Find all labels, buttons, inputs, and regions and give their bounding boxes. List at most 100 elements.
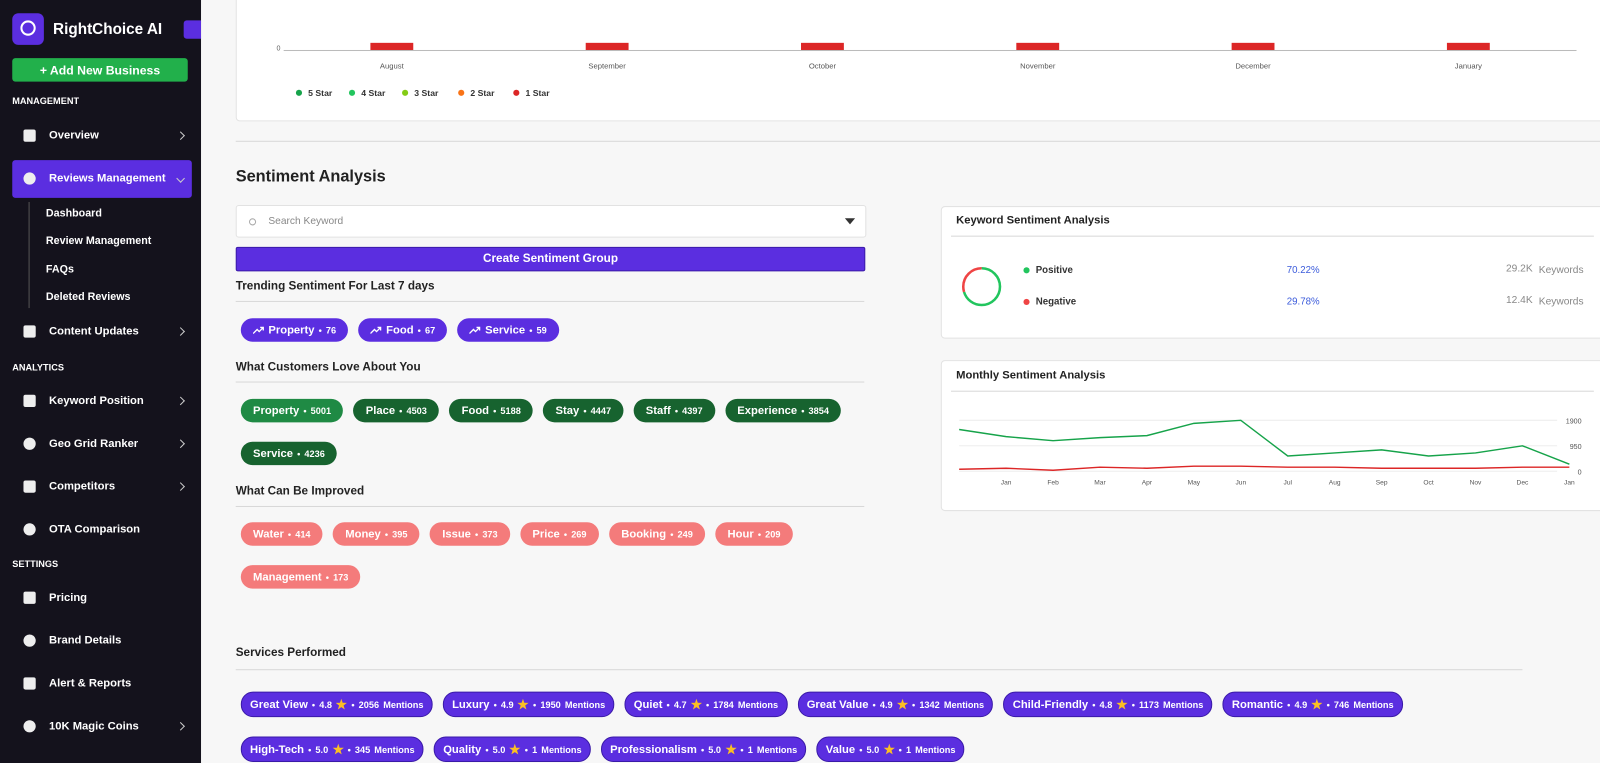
nav-icon — [23, 523, 36, 536]
nav-item[interactable]: Pricing — [48, 591, 88, 604]
chip-list: Property • 76 Food • 67 Service • 59 — [240, 318, 853, 342]
chip-count: 4397 — [682, 405, 703, 416]
nav-subitem[interactable]: Review Management — [45, 234, 152, 247]
chip-count: 4503 — [406, 405, 427, 416]
nav-item[interactable]: Competitors — [48, 480, 116, 493]
sentiment-chip[interactable]: Water • 414 — [240, 522, 323, 546]
nav-subitem[interactable]: Dashboard — [45, 207, 102, 220]
nav-item[interactable]: Reviews Management — [48, 172, 166, 185]
mentions-unit: Mentions — [374, 744, 415, 755]
nav-item[interactable]: Overview — [48, 129, 99, 142]
service-chip[interactable]: Romantic • 4.9 • 746 Mentions — [1222, 691, 1403, 718]
service-chip[interactable]: Great Value • 4.9 • 1342 Mentions — [797, 691, 994, 718]
service-chip[interactable]: Professionalism • 5.0 • 1 Mentions — [600, 736, 807, 763]
service-chip[interactable]: Quality • 5.0 • 1 Mentions — [434, 736, 591, 763]
mentions-unit: Mentions — [1163, 699, 1204, 710]
star-icon — [883, 743, 895, 755]
keyword-unit: Keywords — [1538, 264, 1584, 276]
legend-label: 1 Star — [525, 87, 550, 98]
service-rating: 4.9 — [1294, 699, 1308, 710]
star — [517, 698, 529, 710]
sentiment-chip[interactable]: Food • 67 — [358, 318, 448, 342]
nav-icon — [23, 720, 36, 733]
rating-card — [235, 0, 1600, 122]
separator: • — [705, 699, 710, 710]
service-chip[interactable]: Luxury • 4.9 • 1950 Mentions — [442, 691, 615, 718]
service-chip[interactable]: Child-Friendly • 4.8 • 1173 Mentions — [1003, 691, 1213, 718]
keyword-count: 29.2K — [1505, 263, 1533, 275]
star — [336, 698, 348, 710]
service-mentions: 1784 — [713, 699, 734, 710]
service-mentions: 2056 — [358, 699, 380, 710]
logo — [12, 13, 44, 45]
chip-label: Price — [532, 527, 560, 541]
sentiment-chip[interactable]: Food • 5188 — [449, 398, 534, 423]
sentiment-chip[interactable]: Service • 4236 — [240, 441, 338, 466]
separator: • — [700, 744, 705, 755]
nav-item[interactable]: Geo Grid Ranker — [48, 437, 139, 450]
chip-count: 373 — [482, 528, 498, 540]
chip-separator: • — [493, 405, 497, 416]
nav-item[interactable]: Brand Details — [48, 634, 122, 647]
group-heading: Trending Sentiment For Last 7 days — [235, 280, 435, 293]
sentiment-chip[interactable]: Hour • 209 — [715, 522, 793, 546]
nav-item[interactable]: Alert & Reports — [48, 677, 132, 690]
create-group-button[interactable]: Create Sentiment Group — [235, 246, 866, 272]
service-rating: 4.7 — [673, 699, 687, 710]
service-rating: 4.8 — [319, 699, 332, 710]
sentiment-chip[interactable]: Experience • 3854 — [725, 398, 842, 423]
nav-item[interactable]: Keyword Position — [48, 394, 144, 408]
search-box[interactable]: Search Keyword — [235, 205, 867, 238]
add-business-button[interactable]: + Add New Business — [12, 58, 188, 82]
sentiment-chip[interactable]: Price • 269 — [520, 522, 599, 546]
nav-subitem[interactable]: Deleted Reviews — [45, 290, 131, 303]
sentiment-chip[interactable]: Staff • 4397 — [633, 398, 715, 423]
service-chip[interactable]: High-Tech • 5.0 • 345 Mentions — [240, 736, 424, 763]
chip-list: Property • 5001 Place • 4503 Food • 5188 Stay • 444… — [240, 398, 853, 466]
x-tick-label: September — [588, 61, 626, 71]
sentiment-chip[interactable]: Place • 4503 — [353, 398, 440, 423]
sentiment-chip[interactable]: Booking • 249 — [608, 522, 706, 546]
card-title: Monthly Sentiment Analysis — [956, 369, 1106, 382]
service-chip[interactable]: Quiet • 4.7 • 1784 Mentions — [624, 691, 788, 718]
service-rating: 5.0 — [708, 744, 722, 755]
chip-label: Food — [386, 323, 414, 337]
x-tick-label: Jan — [1564, 480, 1575, 487]
card-divider — [951, 390, 1594, 392]
chip-count: 5001 — [310, 405, 332, 416]
trend-icon — [469, 326, 481, 334]
chip-count: 209 — [765, 528, 781, 540]
chip-label: Water — [253, 527, 284, 541]
mentions-unit: Mentions — [915, 744, 956, 755]
section-heading: MANAGEMENT — [12, 95, 80, 107]
legend-dot — [402, 89, 409, 96]
monthly-card — [940, 360, 1600, 512]
sentiment-chip[interactable]: Issue • 373 — [429, 522, 510, 546]
nav-item[interactable]: Content Updates — [48, 325, 139, 338]
chip-count: 4236 — [304, 448, 325, 459]
nav-item[interactable]: OTA Comparison — [48, 523, 141, 536]
star-icon — [509, 743, 521, 755]
sentiment-chip[interactable]: Service • 59 — [457, 318, 559, 342]
sentiment-chip[interactable]: Stay • 4447 — [543, 398, 624, 423]
sentiment-chip[interactable]: Property • 5001 — [240, 398, 344, 423]
collapse-button[interactable] — [183, 20, 202, 39]
legend-dot — [513, 89, 520, 96]
separator: • — [1131, 699, 1135, 710]
nav-item[interactable]: 10K Magic Coins — [48, 720, 139, 733]
chip-label: Booking — [621, 527, 667, 541]
legend-label: 5 Star — [308, 87, 333, 98]
chip-label: Issue — [442, 527, 471, 541]
nav-subitem[interactable]: FAQs — [45, 263, 74, 276]
service-chip[interactable]: Value • 5.0 • 1 Mentions — [816, 736, 965, 763]
separator: • — [1326, 699, 1330, 710]
sentiment-chip[interactable]: Management • 173 — [240, 565, 361, 589]
x-tick-label: December — [1235, 61, 1271, 71]
service-chip[interactable]: Great View • 4.8 • 2056 Mentions — [240, 691, 433, 718]
sentiment-chip[interactable]: Property • 76 — [240, 318, 349, 342]
service-mentions: 1 — [532, 744, 538, 755]
chip-separator: • — [384, 528, 389, 540]
nav-icon — [23, 172, 36, 185]
sentiment-chip[interactable]: Money • 395 — [333, 522, 420, 546]
group-heading: What Customers Love About You — [235, 361, 421, 374]
